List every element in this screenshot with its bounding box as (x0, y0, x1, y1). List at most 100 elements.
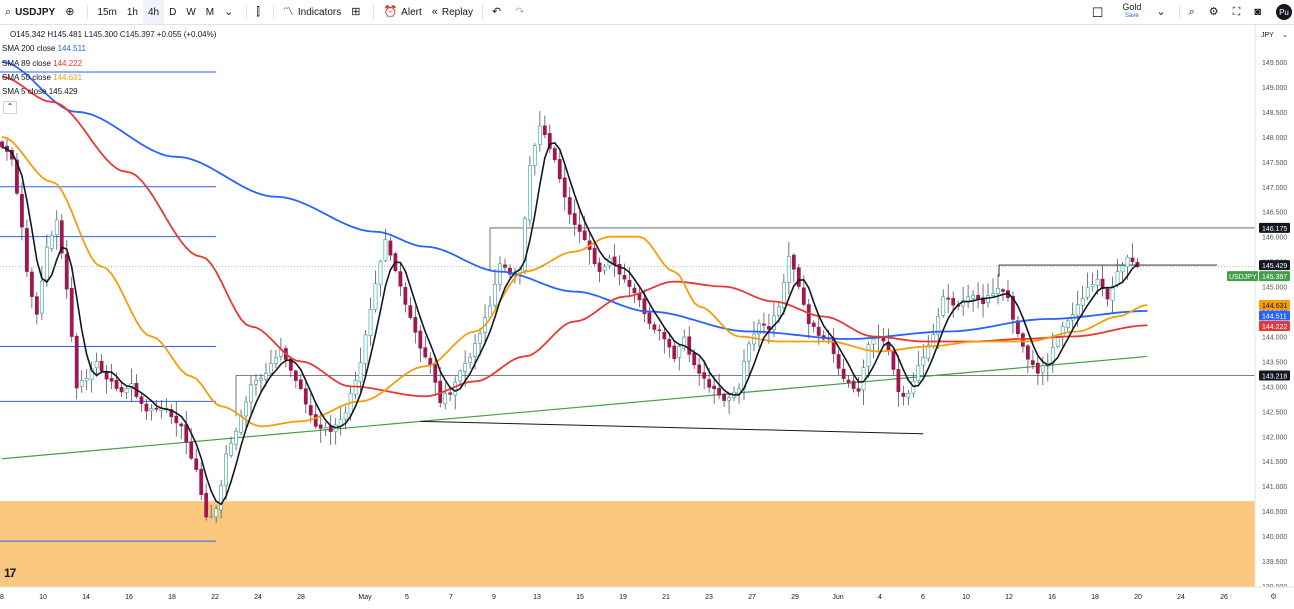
candle-body (916, 365, 921, 381)
x-tick-label: May (358, 594, 372, 601)
candle-body (1075, 304, 1080, 316)
y-tick-label: 140.000 (1262, 534, 1287, 541)
alert-button[interactable]: ⏰ Alert (378, 0, 426, 24)
price-chart-svg[interactable]: JPY ⌄ 149.500 149.000 148.500 148.000 147.500 1… (0, 25, 1294, 604)
candle-body (871, 338, 876, 345)
interval-label: W (186, 6, 196, 18)
candle-body (652, 324, 657, 330)
layout-menu-button[interactable]: ⌄ (1151, 0, 1174, 24)
quick-search-button[interactable]: ⌕ (1184, 0, 1204, 24)
settings-gear-icon: ⚙ (1270, 592, 1277, 601)
candle-body (1120, 265, 1125, 273)
candle-body (552, 148, 557, 161)
candle-body (836, 354, 841, 369)
y-tick-label: 147.000 (1262, 185, 1287, 192)
symbol-search-button[interactable]: ⌕ USDJPY (0, 0, 60, 24)
candle-body (1095, 278, 1100, 286)
interval-w-button[interactable]: W (181, 0, 200, 24)
sma89-line (1, 76, 1148, 398)
layout-name-button[interactable]: Gold Save (1122, 3, 1141, 21)
legend-sma89[interactable]: SMA 89 close 144.222 (2, 57, 216, 71)
candle-body (692, 352, 697, 366)
candle-body (1115, 271, 1120, 286)
candle-body (677, 346, 682, 358)
x-tick-label: 24 (1177, 594, 1185, 601)
green-trendline (1, 355, 1148, 460)
price-label-bg (1259, 299, 1290, 310)
candle-body (398, 271, 403, 287)
layout-select-checkbox[interactable]: ☐ (1087, 0, 1113, 24)
interval-15m-button[interactable]: 15m (92, 0, 121, 24)
indicators-button[interactable]: 〽 Indicators (278, 0, 346, 24)
x-tick-label: 18 (168, 594, 176, 601)
candle-body (851, 380, 856, 389)
legend-value: 145.429 (48, 87, 78, 97)
candle-body (318, 424, 323, 429)
candle-body (214, 508, 219, 518)
candle-body (657, 329, 662, 332)
legend-sma50[interactable]: SMA 50 close 144.631 (2, 71, 216, 85)
candle-body (592, 247, 597, 265)
candle-body (926, 344, 931, 359)
candle-body (562, 177, 567, 198)
candle-body (991, 293, 995, 296)
legend-sma200[interactable]: SMA 200 close 144.511 (2, 42, 216, 56)
chevron-down-icon: ⌄ (1156, 5, 1166, 18)
candle-body (448, 392, 453, 395)
ohlc-values: O145.342 H145.481 L145.300 C145.397 +0.0… (10, 30, 217, 39)
candle-body (547, 133, 552, 149)
x-tick-label: 7 (449, 594, 453, 601)
candle-body (458, 370, 463, 382)
candle-body (503, 264, 507, 268)
candle-body (702, 372, 707, 379)
candle-body (856, 388, 861, 392)
chevron-down-icon: ⌄ (1282, 32, 1288, 39)
candle-body (627, 279, 632, 287)
y-tick-label: 148.500 (1262, 110, 1287, 117)
fullscreen-button[interactable]: ⛶ (1228, 0, 1250, 24)
x-tick-label: 22 (211, 594, 219, 601)
legend-sma5[interactable]: SMA 5 close 145.429 (2, 85, 216, 99)
symbol-tag: USDJPY (1229, 274, 1257, 281)
x-tick-label: 28 (297, 594, 305, 601)
candle-body (906, 393, 911, 398)
redo-button[interactable]: ↷ (510, 0, 533, 24)
magnifier-icon: ⌕ (1188, 5, 1195, 18)
candle-body (996, 288, 1000, 294)
replay-button[interactable]: « Replay (427, 0, 478, 24)
candle-body (762, 323, 766, 326)
chart-area[interactable]: JPY ⌄ 149.500 149.000 148.500 148.000 147.500 1… (0, 25, 1294, 604)
candle-body (259, 378, 263, 381)
candle-body (971, 294, 976, 299)
candle-body (478, 333, 482, 344)
candle-body (358, 362, 363, 383)
settings-button[interactable]: ⚙ (1204, 0, 1228, 24)
candle-body (413, 317, 418, 333)
interval-label: M (205, 6, 215, 18)
tradingview-logo[interactable]: 17 (4, 566, 16, 580)
candle-body (209, 515, 214, 518)
candle-body (1001, 289, 1005, 292)
interval-dropdown-button[interactable]: ⌄ (219, 0, 242, 24)
interval-1h-button[interactable]: 1h (122, 0, 143, 24)
compare-symbol-button[interactable]: ⊕ (60, 0, 83, 24)
snapshot-button[interactable]: ◙ (1249, 0, 1270, 24)
chart-type-button[interactable]: ⫿ (251, 0, 269, 24)
candle-body (363, 334, 368, 364)
candles-group (0, 111, 1140, 523)
interval-m-button[interactable]: M (201, 0, 219, 24)
candle-body (976, 295, 980, 300)
interval-4h-button[interactable]: 4h (142, 0, 165, 24)
candle-body (199, 468, 204, 495)
avatar[interactable]: Pu (1276, 4, 1292, 20)
candle-body (44, 246, 49, 281)
undo-button[interactable]: ↶ (487, 0, 510, 24)
x-tick-label: 12 (1005, 594, 1013, 601)
interval-d-button[interactable]: D (164, 0, 181, 24)
candle-body (846, 379, 851, 383)
candle-body (1030, 360, 1035, 365)
templates-button[interactable]: ⊞ (346, 0, 369, 24)
x-tick-label: 16 (125, 594, 133, 601)
legend-collapse-button[interactable]: ⌃ (3, 101, 17, 114)
candle-body (1025, 345, 1030, 360)
